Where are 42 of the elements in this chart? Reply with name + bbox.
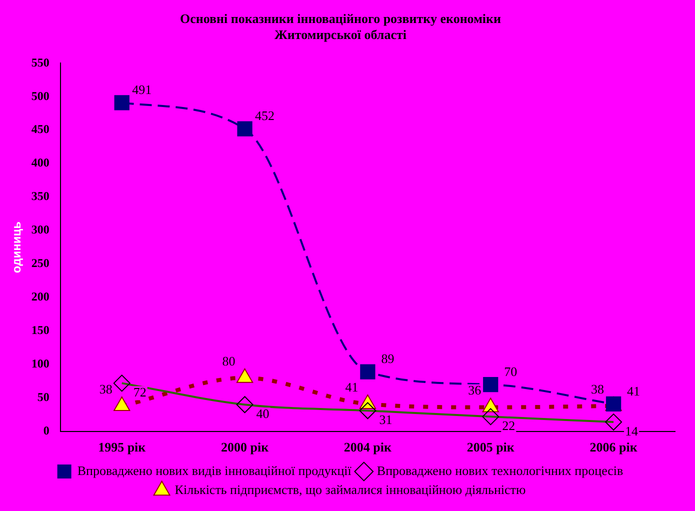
x-tick-label: 1995 рік xyxy=(98,440,146,455)
data-label: 452 xyxy=(255,108,275,124)
data-label: 31 xyxy=(379,412,392,428)
x-tick-label: 2006 рік xyxy=(590,440,638,455)
y-tick-label: 350 xyxy=(31,189,50,204)
legend-label: Впроваджено нових видів інноваційної продукції xyxy=(77,462,352,478)
y-tick-label: 100 xyxy=(31,356,50,371)
data-label: 40 xyxy=(256,406,270,422)
text: Житомирської області xyxy=(274,26,406,42)
y-tick-label: 500 xyxy=(31,88,50,103)
text: Основні показники інноваційного розвитку економіки xyxy=(180,11,502,26)
legend-label: Кількість підприємств, що займалися інноваційною діяльністю xyxy=(174,482,526,497)
legend-label: Впроваджено нових технологічних процесів xyxy=(376,462,624,478)
y-tick-label: 550 xyxy=(31,55,50,70)
point xyxy=(237,121,252,136)
data-label: 41 xyxy=(627,383,640,398)
data-label: 41 xyxy=(345,379,358,394)
y-tick-label: 200 xyxy=(31,290,50,304)
x-tick-label: 2000 рік xyxy=(220,440,270,455)
point xyxy=(483,376,498,392)
x-tick-label: 2004 рік xyxy=(344,440,392,455)
point xyxy=(114,95,130,110)
data-label: 80 xyxy=(222,353,236,368)
y-tick-label: 0 xyxy=(43,423,50,438)
y-tick-label: 400 xyxy=(31,156,50,170)
y-tick-label: 150 xyxy=(31,323,50,338)
data-label: 72 xyxy=(133,384,146,400)
y-tick-label: 50 xyxy=(37,390,50,404)
data-label: 38 xyxy=(99,381,112,396)
data-label: 14 xyxy=(625,423,639,438)
data-label: 491 xyxy=(132,82,152,98)
y-tick-label: 250 xyxy=(31,256,50,270)
data-label: 36 xyxy=(468,382,482,398)
y-axis-title: одиниць xyxy=(10,222,24,274)
y-tick-label: 450 xyxy=(31,122,50,136)
point xyxy=(360,364,376,380)
data-label: 38 xyxy=(591,381,604,396)
x-tick-label: 2005 рік xyxy=(466,440,515,455)
y-tick-label: 300 xyxy=(31,222,50,237)
data-label: 22 xyxy=(502,418,516,434)
data-label: 89 xyxy=(381,351,394,366)
data-label: 70 xyxy=(504,364,518,379)
